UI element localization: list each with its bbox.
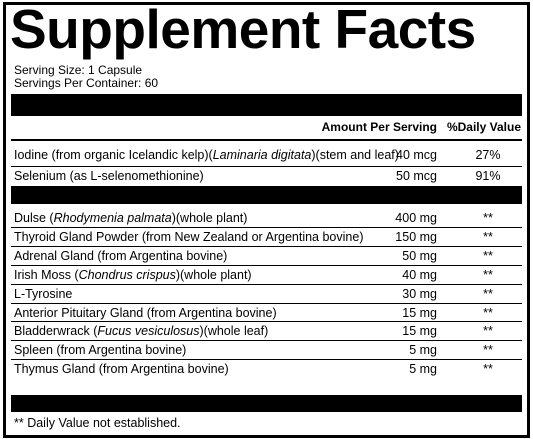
amount: 15 mg xyxy=(402,324,437,339)
divider-bar xyxy=(11,395,522,412)
amount: 30 mg xyxy=(402,286,437,301)
name-part: Adrenal Gland (from Argentina bovine) xyxy=(14,248,228,263)
daily-value: ** xyxy=(483,229,493,244)
amount: 150 mg xyxy=(395,229,437,244)
ingredient-name: Dulse (Rhodymenia palmata)(whole plant) xyxy=(14,211,247,225)
daily-value: ** xyxy=(483,248,493,263)
ingredient-name: Bladderwrack (Fucus vesiculosus)(whole l… xyxy=(14,324,268,338)
ingredient-name: Iodine (from organic Icelandic kelp)(Lam… xyxy=(14,148,399,162)
name-part: Thyroid Gland Powder (from New Zealand o… xyxy=(14,229,364,244)
name-part: Laminaria digitata xyxy=(212,148,312,162)
ingredient-name: Selenium (as L-selenomethionine) xyxy=(14,169,204,183)
row-rule xyxy=(11,165,522,167)
name-part: )(whole plant) xyxy=(175,267,252,282)
title: Supplement Facts xyxy=(10,0,476,60)
daily-value-header: %Daily Value xyxy=(446,120,521,134)
amount-header: Amount Per Serving xyxy=(321,120,437,134)
name-part: )(stem and leaf) xyxy=(311,148,399,162)
ingredient-name: Thymus Gland (from Argentina bovine) xyxy=(14,362,229,376)
daily-value: 27% xyxy=(475,148,501,162)
daily-value: ** xyxy=(483,343,493,358)
amount: 400 mg xyxy=(395,211,437,225)
row-rule xyxy=(11,321,522,323)
ingredient-name: Spleen (from Argentina bovine) xyxy=(14,343,186,357)
ingredient-name: Anterior Pituitary Gland (from Argentina… xyxy=(14,306,277,320)
divider-bar xyxy=(11,186,522,204)
amount: 5 mg xyxy=(409,362,437,377)
supplement-facts-label: Supplement Facts Serving Size: 1 Capsule… xyxy=(3,0,530,438)
row-rule xyxy=(11,359,522,361)
daily-value: 91% xyxy=(475,168,501,183)
servings-per-container: Servings Per Container: 60 xyxy=(14,76,159,90)
name-part: Spleen (from Argentina bovine) xyxy=(14,343,187,358)
name-part: Fucus vesiculosus xyxy=(97,324,200,339)
name-part: Anterior Pituitary Gland (from Argentina… xyxy=(14,305,277,320)
name-part: Bladderwrack ( xyxy=(14,324,98,339)
daily-value: ** xyxy=(483,267,493,282)
name-part: Irish Moss ( xyxy=(14,267,79,282)
name-part: L-Tyrosine xyxy=(14,286,73,301)
footnote: ** Daily Value not established. xyxy=(14,416,181,430)
amount: 5 mg xyxy=(409,343,437,358)
ingredient-name: Thyroid Gland Powder (from New Zealand o… xyxy=(14,230,363,244)
daily-value: ** xyxy=(483,211,493,225)
name-part: )(whole leaf) xyxy=(199,324,269,339)
daily-value: ** xyxy=(483,305,493,320)
amount: 40 mcg xyxy=(396,148,437,162)
row-rule xyxy=(11,283,522,285)
row-rule xyxy=(11,340,522,342)
amount: 40 mg xyxy=(402,267,437,282)
row-rule xyxy=(11,264,522,266)
serving-size: Serving Size: 1 Capsule xyxy=(14,63,143,77)
name-part: Rhodymenia palmata xyxy=(53,211,172,225)
daily-value: ** xyxy=(483,324,493,339)
row-rule xyxy=(11,302,522,304)
ingredient-name: Irish Moss (Chondrus crispus)(whole plan… xyxy=(14,268,252,282)
name-part: )(whole plant) xyxy=(171,211,248,225)
ingredient-name: L-Tyrosine xyxy=(14,287,72,301)
amount: 50 mcg xyxy=(396,168,437,183)
name-part: Thymus Gland (from Argentina bovine) xyxy=(14,362,229,377)
amount: 50 mg xyxy=(402,248,437,263)
name-part: Dulse ( xyxy=(14,211,54,225)
row-rule xyxy=(11,245,522,247)
daily-value: ** xyxy=(483,362,493,377)
divider-bar xyxy=(11,94,522,116)
amount: 15 mg xyxy=(402,305,437,320)
ingredient-name: Adrenal Gland (from Argentina bovine) xyxy=(14,249,227,263)
name-part: Selenium (as L-selenomethionine) xyxy=(14,168,204,183)
daily-value: ** xyxy=(483,286,493,301)
name-part: Chondrus crispus xyxy=(78,267,176,282)
row-rule xyxy=(11,226,522,228)
name-part: Iodine (from organic Icelandic kelp)( xyxy=(14,148,213,162)
header-rule xyxy=(11,139,522,141)
